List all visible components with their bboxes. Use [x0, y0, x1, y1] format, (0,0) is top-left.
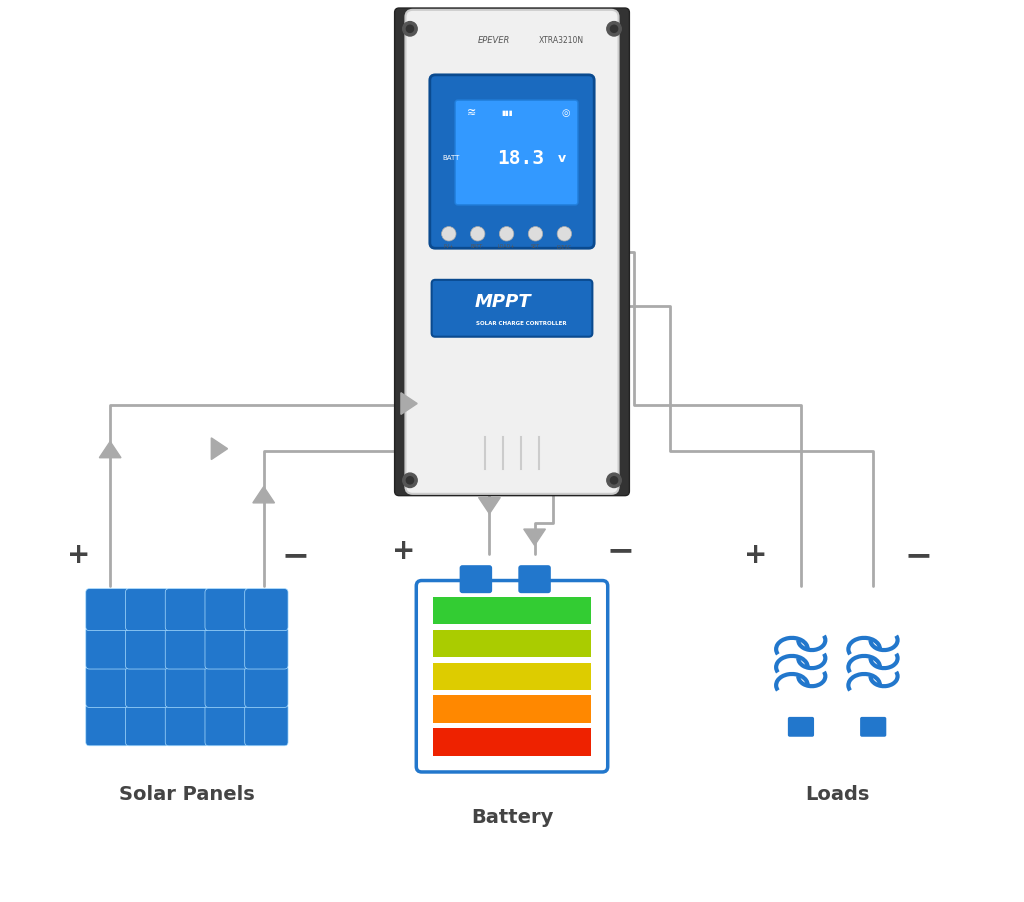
- Text: Solar Panels: Solar Panels: [119, 784, 255, 804]
- FancyBboxPatch shape: [432, 729, 592, 756]
- FancyBboxPatch shape: [86, 628, 129, 669]
- Polygon shape: [211, 438, 227, 460]
- Circle shape: [407, 26, 414, 33]
- FancyBboxPatch shape: [245, 666, 288, 707]
- Text: −: −: [606, 534, 634, 566]
- Circle shape: [402, 474, 417, 488]
- Text: ≋: ≋: [467, 107, 476, 118]
- FancyBboxPatch shape: [432, 695, 592, 723]
- FancyBboxPatch shape: [394, 9, 630, 496]
- Text: EPEVER: EPEVER: [478, 36, 510, 45]
- FancyBboxPatch shape: [126, 628, 169, 669]
- Circle shape: [441, 227, 456, 242]
- FancyBboxPatch shape: [165, 589, 209, 631]
- Text: SOLAR CHARGE CONTROLLER: SOLAR CHARGE CONTROLLER: [476, 320, 566, 326]
- Text: −: −: [282, 538, 309, 571]
- Circle shape: [500, 227, 514, 242]
- Text: +: +: [744, 540, 768, 569]
- FancyBboxPatch shape: [165, 704, 209, 746]
- Text: ◎: ◎: [562, 107, 570, 118]
- Polygon shape: [523, 529, 546, 546]
- FancyBboxPatch shape: [245, 704, 288, 746]
- Text: Battery: Battery: [471, 806, 553, 826]
- FancyBboxPatch shape: [86, 704, 129, 746]
- Circle shape: [557, 227, 571, 242]
- FancyBboxPatch shape: [860, 717, 887, 737]
- FancyBboxPatch shape: [432, 597, 592, 624]
- FancyBboxPatch shape: [432, 281, 592, 337]
- Polygon shape: [401, 393, 417, 415]
- Text: SET: SET: [530, 244, 540, 249]
- FancyBboxPatch shape: [205, 589, 249, 631]
- Circle shape: [610, 26, 617, 33]
- Text: 18.3: 18.3: [498, 148, 545, 168]
- FancyBboxPatch shape: [245, 589, 288, 631]
- Text: v: v: [558, 152, 565, 164]
- Circle shape: [610, 477, 617, 484]
- Text: BATT-: BATT-: [471, 244, 484, 249]
- FancyBboxPatch shape: [432, 663, 592, 690]
- Polygon shape: [478, 498, 501, 514]
- FancyBboxPatch shape: [86, 589, 129, 631]
- Text: −: −: [904, 538, 932, 571]
- Circle shape: [607, 474, 622, 488]
- FancyBboxPatch shape: [126, 589, 169, 631]
- Circle shape: [607, 23, 622, 37]
- FancyBboxPatch shape: [245, 628, 288, 669]
- Circle shape: [528, 227, 543, 242]
- Text: PV+: PV+: [443, 244, 454, 249]
- Polygon shape: [99, 442, 121, 458]
- FancyBboxPatch shape: [205, 666, 249, 707]
- Text: +: +: [392, 536, 416, 565]
- FancyBboxPatch shape: [205, 628, 249, 669]
- Text: D/ESC: D/ESC: [557, 244, 571, 249]
- FancyBboxPatch shape: [518, 566, 551, 594]
- Text: LOAD+: LOAD+: [498, 244, 515, 249]
- FancyBboxPatch shape: [406, 11, 618, 494]
- Text: ▮▮▮: ▮▮▮: [502, 110, 513, 115]
- FancyBboxPatch shape: [165, 628, 209, 669]
- Circle shape: [407, 477, 414, 484]
- FancyBboxPatch shape: [126, 666, 169, 707]
- FancyBboxPatch shape: [787, 717, 814, 737]
- Text: Loads: Loads: [805, 784, 869, 804]
- Text: BATT: BATT: [442, 155, 460, 161]
- Text: MPPT: MPPT: [475, 292, 531, 310]
- Text: +: +: [67, 540, 90, 569]
- FancyBboxPatch shape: [417, 581, 607, 772]
- Polygon shape: [253, 487, 274, 503]
- FancyBboxPatch shape: [455, 101, 578, 206]
- Circle shape: [470, 227, 485, 242]
- FancyBboxPatch shape: [205, 704, 249, 746]
- FancyBboxPatch shape: [460, 566, 493, 594]
- Text: XTRA3210N: XTRA3210N: [539, 36, 585, 45]
- FancyBboxPatch shape: [432, 630, 592, 658]
- Circle shape: [402, 23, 417, 37]
- FancyBboxPatch shape: [126, 704, 169, 746]
- FancyBboxPatch shape: [86, 666, 129, 707]
- FancyBboxPatch shape: [165, 666, 209, 707]
- FancyBboxPatch shape: [430, 76, 594, 249]
